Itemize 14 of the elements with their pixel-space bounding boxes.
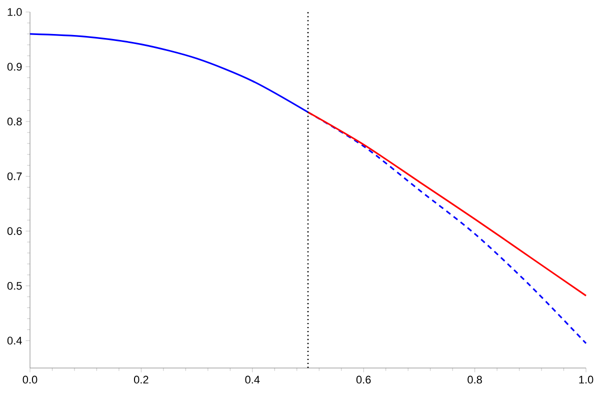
y-tick-label: 1.0 (8, 8, 22, 16)
y-tick-label: 0.6 (7, 227, 22, 235)
x-tick-label: 0.6 (356, 376, 371, 384)
x-tick-label: 1.0 (579, 376, 594, 384)
x-tick-label: 0.4 (245, 376, 260, 384)
y-tick-label: 0.4 (7, 336, 22, 344)
y-tick-label: 0.5 (7, 282, 22, 290)
x-tick-label: 0.2 (134, 376, 148, 384)
line-series (307, 111, 587, 297)
y-tick-label: 0.8 (7, 118, 22, 126)
x-tick-label: 0.0 (22, 376, 38, 384)
y-tick-label: 0.9 (7, 62, 22, 71)
x-tick-label: 0.8 (468, 376, 482, 384)
y-tick-label: 0.7 (7, 172, 22, 180)
